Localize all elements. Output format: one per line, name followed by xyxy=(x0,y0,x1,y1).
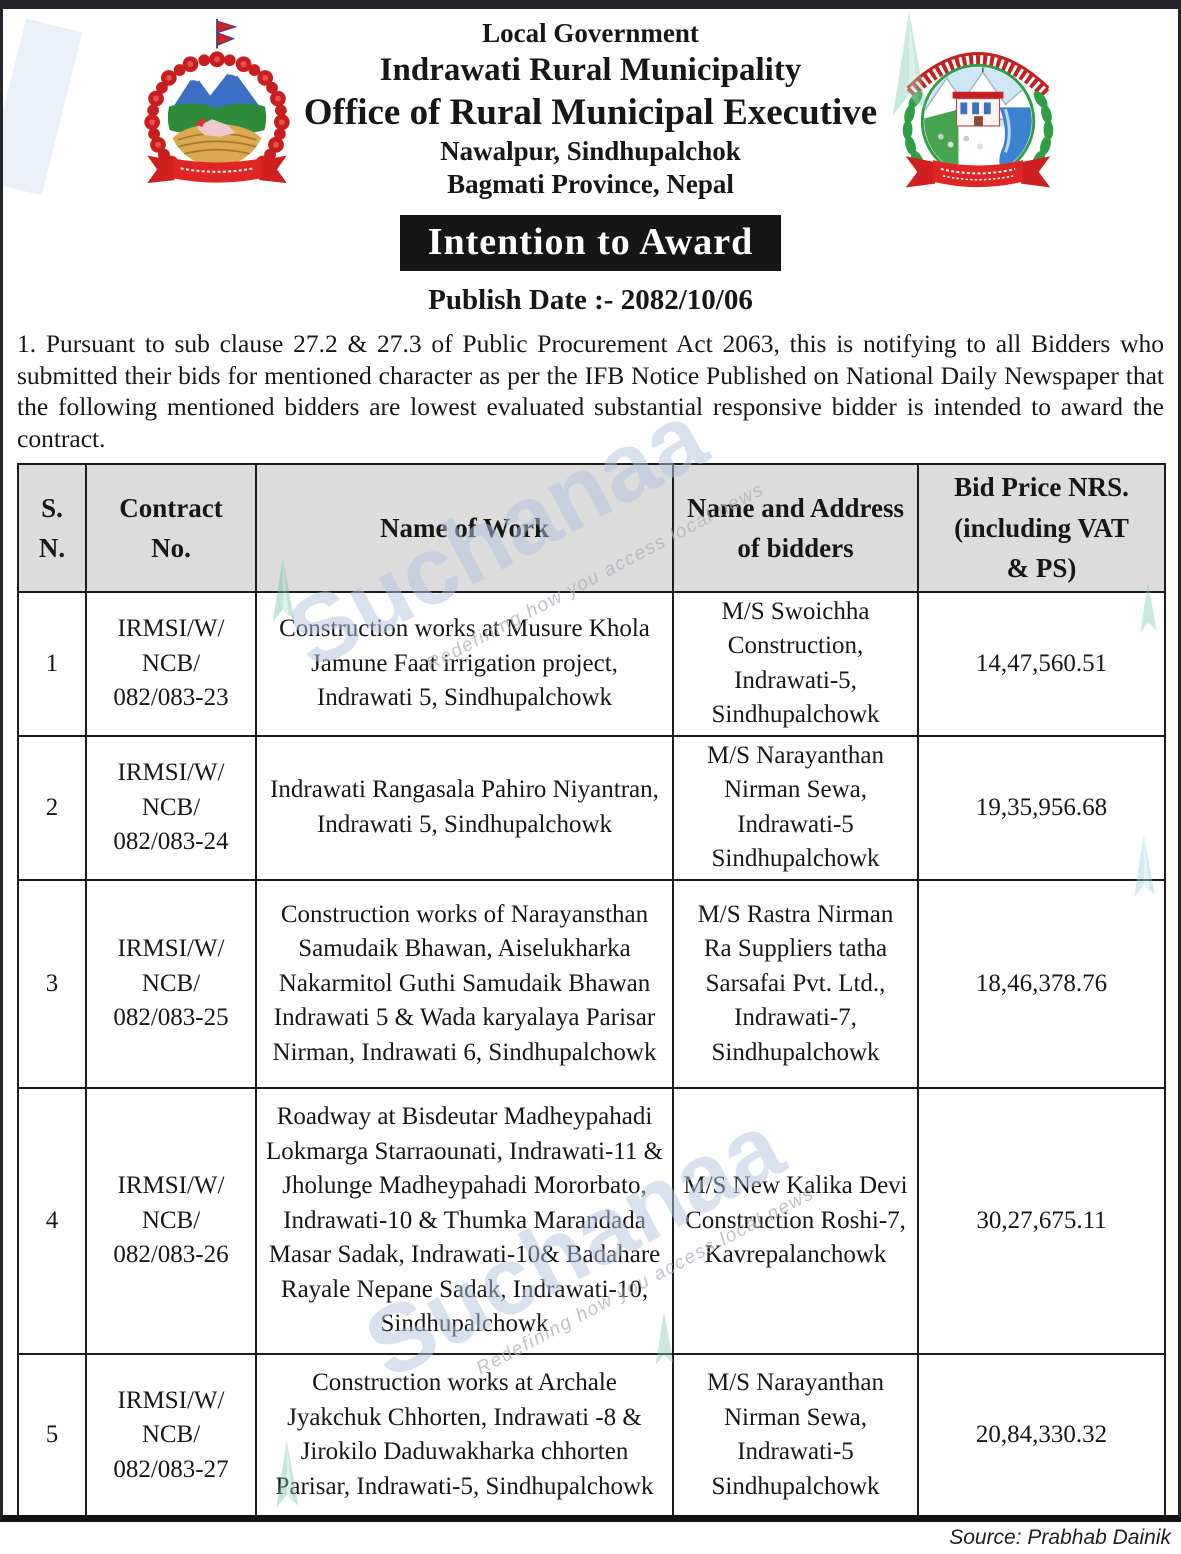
price-cell: 19,35,956.68 xyxy=(917,734,1166,881)
office-name: Office of Rural Municipal Executive xyxy=(303,92,878,134)
contract-cell: IRMSI/W/ NCB/ 082/083-23 xyxy=(85,590,257,737)
contract-cell: IRMSI/W/ NCB/ 082/083-24 xyxy=(85,734,257,881)
publish-date: Publish Date :- 2082/10/06 xyxy=(428,284,753,316)
authority-line: Local Government xyxy=(482,18,699,48)
source-credit: Source: Prabhab Dainik xyxy=(949,1526,1171,1549)
address-line: Nawalpur, Sindhupalchok xyxy=(440,136,741,167)
province-line: Bagmati Province, Nepal xyxy=(447,169,734,200)
notice-frame: Suchanaa Redefining how you access local… xyxy=(0,0,1181,1522)
col-header-work: Name of Work xyxy=(255,463,674,593)
masthead: Local Government Indrawati Rural Municip… xyxy=(3,9,1178,211)
work-cell: Construction works at Musure Khola Jamun… xyxy=(255,590,674,737)
col-header-price: Bid Price NRS. (including VAT & PS) xyxy=(917,463,1166,593)
contract-cell: IRMSI/W/ NCB/ 082/083-26 xyxy=(85,1086,257,1355)
col-header-bidder: Name and Address of bidders xyxy=(672,463,919,593)
col-header-contract: Contract No. xyxy=(85,463,257,593)
signature-title: Chief Administrative Officer xyxy=(3,1521,1160,1522)
table-row: 4 IRMSI/W/ NCB/ 082/083-26 Roadway at Bi… xyxy=(17,1086,1166,1355)
masthead-text: Local Government Indrawati Rural Municip… xyxy=(3,9,1178,201)
intention-to-award-banner: Intention to Award xyxy=(399,215,782,271)
award-table: S. N. Contract No. Name of Work Name and… xyxy=(17,463,1166,1515)
price-cell: 20,84,330.32 xyxy=(917,1352,1166,1515)
col-header-sn: S. N. xyxy=(17,463,87,593)
sn-cell: 3 xyxy=(17,878,87,1089)
contract-cell: IRMSI/W/ NCB/ 082/083-25 xyxy=(85,878,257,1089)
municipality-name: Indrawati Rural Municipality xyxy=(379,51,802,88)
sn-cell: 4 xyxy=(17,1086,87,1355)
table-row: 3 IRMSI/W/ NCB/ 082/083-25 Construction … xyxy=(17,878,1166,1089)
price-cell: 14,47,560.51 xyxy=(917,590,1166,737)
municipality-emblem-logo xyxy=(902,52,1054,188)
bidder-cell: M/S Narayanthan Nirman Sewa, Indrawati-5… xyxy=(672,1352,919,1515)
price-cell: 30,27,675.11 xyxy=(917,1086,1166,1355)
table-header-row: S. N. Contract No. Name of Work Name and… xyxy=(17,463,1166,593)
sn-cell: 2 xyxy=(17,734,87,881)
bidder-cell: M/S Narayanthan Nirman Sewa, Indrawati-5… xyxy=(672,734,919,881)
table-row: 2 IRMSI/W/ NCB/ 082/083-24 Indrawati Ran… xyxy=(17,734,1166,881)
table-row: 5 IRMSI/W/ NCB/ 082/083-27 Construction … xyxy=(17,1352,1166,1515)
price-cell: 18,46,378.76 xyxy=(917,878,1166,1089)
bidder-cell: M/S New Kalika Devi Construction Roshi-7… xyxy=(672,1086,919,1355)
sn-cell: 1 xyxy=(17,590,87,737)
work-cell: Construction works at Archale Jyakchuk C… xyxy=(255,1352,674,1515)
table-row: 1 IRMSI/W/ NCB/ 082/083-23 Construction … xyxy=(17,590,1166,737)
work-cell: Indrawati Rangasala Pahiro Niyantran, In… xyxy=(255,734,674,881)
bidder-cell: M/S Swoichha Construction, Indrawati-5, … xyxy=(672,590,919,737)
intro-paragraph: 1. Pursuant to sub clause 27.2 & 27.3 of… xyxy=(17,329,1164,453)
work-cell: Construction works of Narayansthan Samud… xyxy=(255,878,674,1089)
nepal-government-emblem-logo xyxy=(144,18,290,184)
sn-cell: 5 xyxy=(17,1352,87,1515)
contract-cell: IRMSI/W/ NCB/ 082/083-27 xyxy=(85,1352,257,1515)
work-cell: Roadway at Bisdeutar Madheypahadi Lokmar… xyxy=(255,1086,674,1355)
bidder-cell: M/S Rastra Nirman Ra Suppliers tatha Sar… xyxy=(672,878,919,1089)
